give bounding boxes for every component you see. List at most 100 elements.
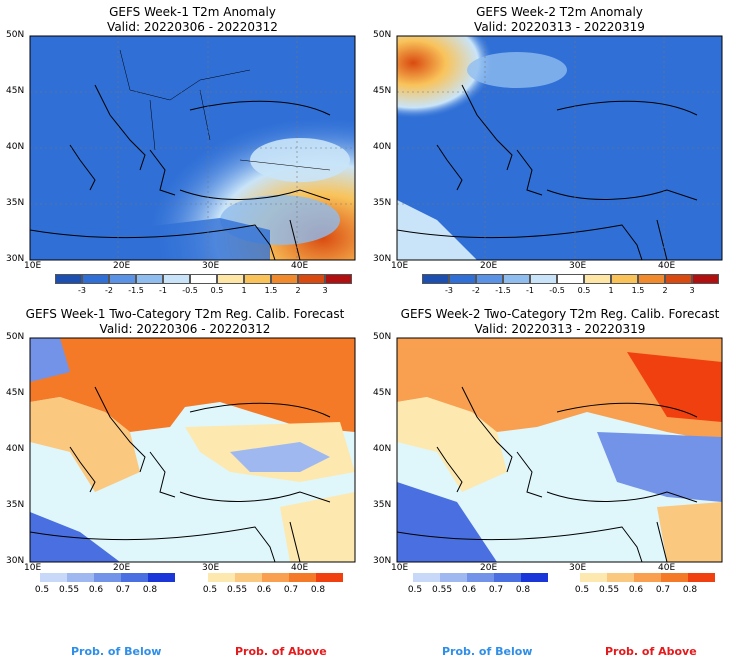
prob-above-colorbar-swatch <box>316 573 343 582</box>
lon-label: 20E <box>113 261 131 271</box>
lat-label: 30N <box>373 556 392 566</box>
panel2-coastlines <box>396 84 698 261</box>
lat-label: 40N <box>373 444 392 454</box>
anomaly-colorbar-swatch <box>503 274 530 284</box>
anomaly-colorbar-swatch <box>638 274 665 284</box>
lon-label: 20E <box>480 563 498 573</box>
lon-label: 10E <box>391 261 409 271</box>
anomaly-colorbar-swatch <box>325 274 352 284</box>
lon-label: 40E <box>291 563 309 573</box>
anomaly-colorbar-label: -0.5 <box>182 286 198 295</box>
lat-label: 35N <box>6 198 25 208</box>
anomaly-colorbar-swatch <box>109 274 136 284</box>
prob-above-colorbar-swatch <box>634 573 661 582</box>
anomaly-colorbar-label: -2 <box>472 286 480 295</box>
lon-label: 40E <box>658 563 676 573</box>
anomaly-colorbar-label: -1.5 <box>128 286 144 295</box>
lon-label: 40E <box>658 261 676 271</box>
legend-below-week2: Prob. of Below <box>442 645 533 658</box>
anomaly-colorbar-swatch <box>136 274 163 284</box>
prob-below-colorbar-label: 0.8 <box>142 585 158 595</box>
anomaly-colorbar-label: 2 <box>662 286 668 295</box>
panel4-title-line2: Valid: 20220313 - 20220319 <box>474 322 646 336</box>
lon-label: 20E <box>113 563 131 573</box>
prob-below-colorbar-label: 0.5 <box>407 585 423 595</box>
lat-label: 45N <box>373 86 392 96</box>
legend-above-week2: Prob. of Above <box>605 645 697 658</box>
prob-above-colorbar-label: 0.5 <box>574 585 590 595</box>
panel2-map <box>396 35 723 261</box>
panel1-map <box>29 35 356 261</box>
anomaly-colorbar-label: 3 <box>689 286 695 295</box>
anomaly-colorbar-swatch <box>692 274 719 284</box>
anomaly-colorbar-label: 1 <box>241 286 247 295</box>
lon-label: 10E <box>391 563 409 573</box>
prob-below-colorbar-label: 0.7 <box>115 585 131 595</box>
lat-label: 30N <box>6 556 25 566</box>
panel2-title: GEFS Week-2 T2m Anomaly Valid: 20220313 … <box>397 5 722 35</box>
anomaly-colorbar-swatch <box>584 274 611 284</box>
anomaly-colorbar-label: 3 <box>322 286 328 295</box>
panel2-title-line2: Valid: 20220313 - 20220319 <box>474 20 645 34</box>
prob-above-colorbar-label: 0.8 <box>682 585 698 595</box>
lon-label: 10E <box>24 261 42 271</box>
panel1-title-line1: GEFS Week-1 T2m Anomaly <box>109 5 276 19</box>
prob-above-colorbar-label: 0.6 <box>628 585 644 595</box>
anomaly-colorbar-label: -1 <box>526 286 534 295</box>
anomaly-colorbar-swatch <box>82 274 109 284</box>
lat-label: 50N <box>373 332 392 342</box>
lat-label: 40N <box>373 142 392 152</box>
prob-above-colorbar-swatch <box>580 573 607 582</box>
anomaly-colorbar-swatch <box>163 274 190 284</box>
anomaly-colorbar-swatch <box>217 274 244 284</box>
prob-below-colorbar-label: 0.7 <box>488 585 504 595</box>
prob-above-colorbar-swatch <box>688 573 715 582</box>
prob-below-colorbar-label: 0.8 <box>515 585 531 595</box>
lon-label: 30E <box>569 261 587 271</box>
prob-below-colorbar-swatch <box>413 573 440 582</box>
prob-below-colorbar-swatch <box>40 573 67 582</box>
lon-label: 30E <box>202 261 220 271</box>
prob-above-colorbar-label: 0.55 <box>227 585 248 595</box>
anomaly-colorbar-swatch <box>298 274 325 284</box>
lat-label: 35N <box>6 500 25 510</box>
panel4-title: GEFS Week-2 Two-Category T2m Reg. Calib.… <box>380 307 740 337</box>
lat-label: 45N <box>6 86 25 96</box>
prob-above-colorbar-label: 0.55 <box>599 585 620 595</box>
anomaly-colorbar-swatch <box>271 274 298 284</box>
lat-label: 50N <box>373 30 392 40</box>
prob-above-colorbar-swatch <box>208 573 235 582</box>
prob-above-colorbar-swatch <box>262 573 289 582</box>
panel4-title-line1: GEFS Week-2 Two-Category T2m Reg. Calib.… <box>400 307 720 321</box>
anomaly-colorbar-swatch <box>449 274 476 284</box>
lon-label: 10E <box>24 563 42 573</box>
lat-label: 40N <box>6 142 25 152</box>
panel3-title: GEFS Week-1 Two-Category T2m Reg. Calib.… <box>5 307 365 337</box>
panel2-title-line1: GEFS Week-2 T2m Anomaly <box>476 5 643 19</box>
prob-above-colorbar-swatch <box>235 573 262 582</box>
prob-above-colorbar-label: 0.8 <box>310 585 326 595</box>
lon-label: 40E <box>291 261 309 271</box>
lat-label: 30N <box>6 254 25 264</box>
anomaly-colorbar-swatch <box>422 274 449 284</box>
anomaly-colorbar-swatch <box>190 274 217 284</box>
prob-below-colorbar-swatch <box>94 573 121 582</box>
anomaly-colorbar-label: 1.5 <box>264 286 278 295</box>
prob-below-colorbar-label: 0.5 <box>34 585 50 595</box>
prob-above-colorbar-label: 0.5 <box>202 585 218 595</box>
prob-below-colorbar-swatch <box>521 573 548 582</box>
anomaly-colorbar-label: -1.5 <box>495 286 511 295</box>
prob-below-colorbar-label: 0.55 <box>432 585 453 595</box>
anomaly-colorbar-swatch <box>665 274 692 284</box>
lon-label: 30E <box>569 563 587 573</box>
prob-below-colorbar-swatch <box>67 573 94 582</box>
anomaly-colorbar-swatch <box>244 274 271 284</box>
anomaly-colorbar-label: -1 <box>159 286 167 295</box>
lon-label: 30E <box>202 563 220 573</box>
anomaly-colorbar-label: 2 <box>295 286 301 295</box>
anomaly-colorbar-label: 1 <box>608 286 614 295</box>
prob-above-colorbar-label: 0.6 <box>256 585 272 595</box>
lon-label: 20E <box>480 261 498 271</box>
panel3-title-line2: Valid: 20220306 - 20220312 <box>99 322 271 336</box>
panel1-title-line2: Valid: 20220306 - 20220312 <box>107 20 278 34</box>
